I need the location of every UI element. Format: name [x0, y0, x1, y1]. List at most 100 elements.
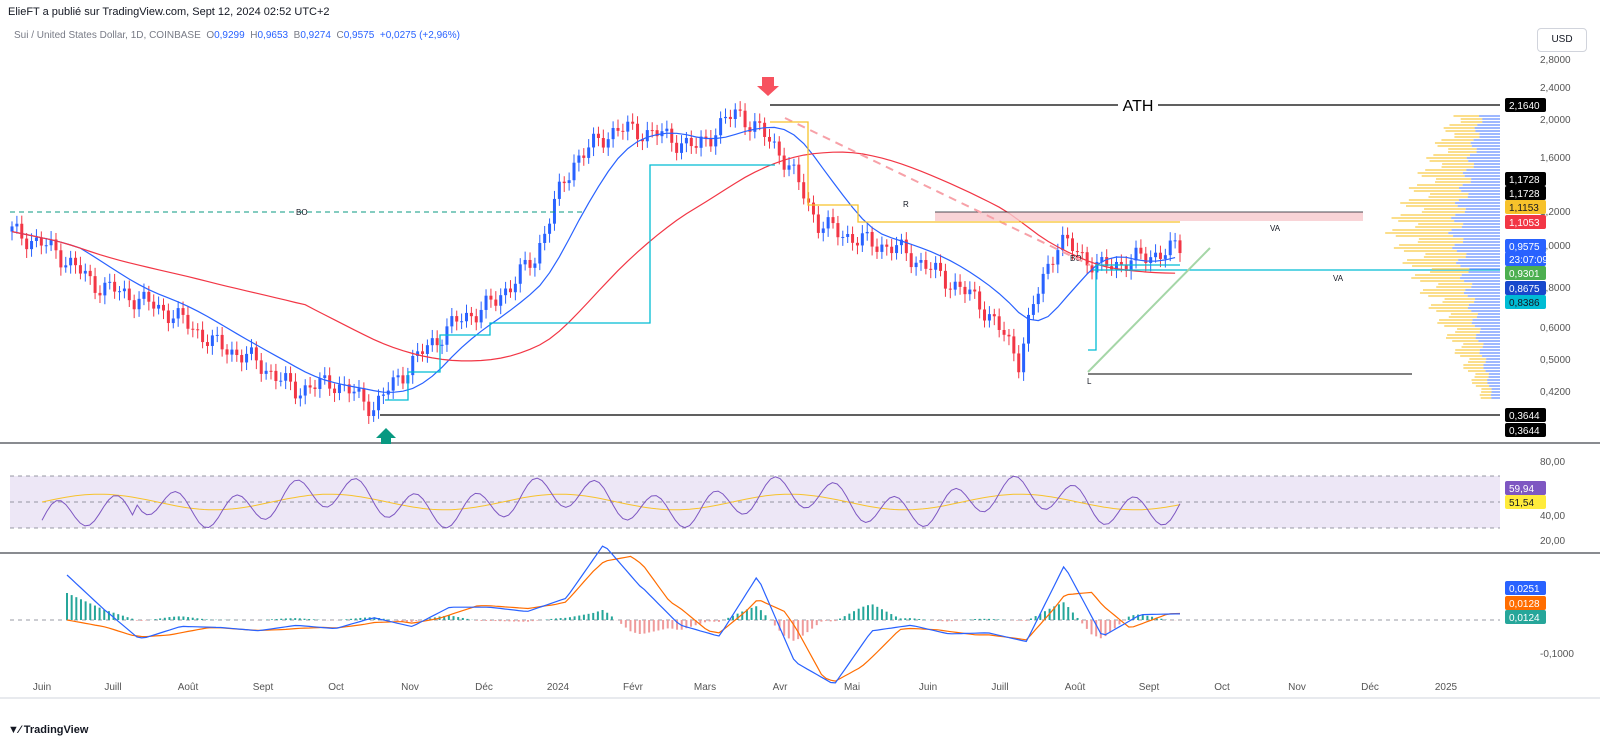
rsi-axis-tick: 20,00	[1540, 536, 1565, 547]
candle-body	[161, 304, 165, 311]
volume-profile-bar	[1479, 352, 1500, 354]
candle-body	[1027, 314, 1031, 344]
volume-profile-bar	[1464, 211, 1500, 213]
candle-body	[963, 286, 967, 295]
macd-histogram-bar	[405, 620, 408, 622]
candle-body	[855, 242, 859, 246]
volume-profile-bar	[1471, 379, 1488, 381]
macd-histogram-bar	[899, 618, 902, 620]
cyan-step-line-2	[1088, 264, 1180, 351]
volume-profile-bar	[1446, 337, 1476, 339]
price-tag-bg	[1505, 98, 1546, 112]
volume-profile-bar	[1460, 355, 1483, 357]
open-value: 0,9299	[214, 30, 245, 41]
candle-body	[548, 223, 552, 234]
volume-profile-bar	[1460, 265, 1500, 267]
volume-profile-bar	[1435, 181, 1471, 183]
volume-profile-bar	[1463, 292, 1500, 294]
macd-histogram-bar	[783, 620, 786, 636]
candle-body	[684, 137, 688, 144]
candle-body	[508, 288, 512, 293]
volume-profile-bar	[1473, 163, 1500, 165]
macd-histogram-bar	[815, 620, 818, 626]
macd-histogram-bar	[107, 611, 110, 620]
candle-body	[567, 180, 571, 184]
candle-body	[220, 334, 224, 350]
indicator-tag-bg	[1505, 495, 1546, 509]
candle-body	[30, 240, 34, 250]
candle-body	[528, 259, 532, 268]
macd-histogram-bar	[759, 610, 762, 620]
volume-profile-bar	[1443, 127, 1475, 129]
annotation-label: R	[903, 200, 909, 209]
macd-histogram-bar	[517, 620, 520, 622]
candle-body	[919, 260, 923, 263]
price-tag-bg	[1505, 215, 1546, 229]
macd-histogram-bar	[866, 605, 869, 620]
volume-profile-bar	[1472, 382, 1488, 384]
macd-histogram-bar	[303, 618, 306, 620]
macd-histogram-bar	[168, 617, 171, 620]
candle-body	[1149, 257, 1153, 263]
time-axis-label: Mars	[694, 682, 716, 693]
candle-body	[914, 262, 918, 268]
price-tag: 0,8675	[1509, 284, 1540, 295]
macd-histogram-bar	[880, 609, 883, 620]
candle-body	[440, 344, 444, 346]
volume-profile-bar	[1488, 376, 1500, 378]
volume-profile-bar	[1487, 382, 1500, 384]
macd-histogram-bar	[187, 617, 190, 620]
macd-histogram-bar	[638, 620, 641, 634]
candle-body	[78, 265, 82, 274]
candle-body	[992, 314, 996, 317]
volume-profile-bar	[1444, 298, 1476, 300]
macd-histogram-bar	[755, 606, 758, 620]
candle-body	[171, 318, 175, 324]
candle-body	[210, 335, 214, 346]
price-axis-tick: 2,4000	[1540, 83, 1571, 94]
volume-profile-bar	[1449, 124, 1478, 126]
candle-body	[601, 138, 605, 148]
volume-profile-bar	[1459, 187, 1500, 189]
candle-body	[474, 316, 478, 323]
macd-histogram-bar	[489, 620, 492, 621]
indicator-tag: 59,94	[1509, 484, 1534, 495]
macd-histogram-bar	[825, 620, 828, 621]
candle-body	[484, 295, 488, 310]
volume-profile-bar	[1468, 193, 1500, 195]
volume-profile-bar	[1400, 202, 1456, 204]
currency-button[interactable]: USD	[1537, 28, 1587, 52]
candle-body	[518, 264, 522, 284]
price-tag-bg	[1505, 200, 1546, 214]
up-arrow-icon	[376, 428, 396, 444]
macd-histogram-bar	[1081, 620, 1084, 624]
macd-histogram-bar	[1155, 617, 1158, 620]
macd-histogram-bar	[1123, 620, 1126, 621]
macd-histogram-bar	[834, 620, 837, 622]
price-tag: 0,3644	[1509, 426, 1540, 437]
volume-profile-bar	[1395, 235, 1454, 237]
macd-histogram-bar	[135, 620, 138, 621]
volume-profile-bar	[1478, 340, 1500, 342]
volume-profile-bar	[1485, 361, 1500, 363]
volume-profile-bar	[1461, 346, 1483, 348]
macd-histogram-bar	[890, 614, 893, 620]
candle-body	[821, 228, 825, 233]
volume-profile-bar	[1429, 160, 1469, 162]
candle-body	[157, 304, 161, 309]
tradingview-logo[interactable]: ▼⁄ TradingView	[8, 724, 88, 736]
candle-body	[240, 355, 244, 363]
low-label: B	[293, 30, 301, 41]
candle-body	[186, 314, 190, 329]
price-axis-tick: 2,8000	[1540, 55, 1571, 66]
macd-histogram-bar	[154, 619, 157, 620]
rsi-axis-tick: 40,00	[1540, 511, 1565, 522]
price-axis-tick: 0,5000	[1540, 355, 1571, 366]
candle-body	[670, 128, 674, 143]
candle-body	[714, 135, 718, 147]
macd-histogram-bar	[848, 613, 851, 620]
candle-body	[631, 121, 635, 124]
macd-histogram-bar	[121, 615, 124, 620]
volume-profile-bar	[1414, 274, 1462, 276]
